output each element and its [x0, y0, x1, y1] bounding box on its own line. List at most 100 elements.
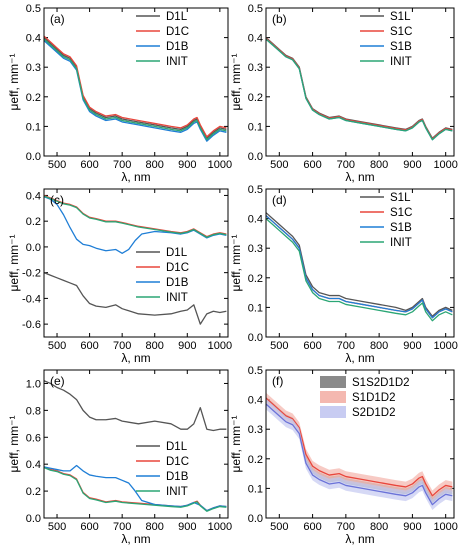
legend-label: INIT — [166, 486, 188, 498]
panel-label: (e) — [50, 374, 65, 388]
x-axis-label: λ, nm — [345, 532, 374, 546]
y-tick-label: 0.3 — [26, 62, 41, 74]
x-tick-label: 500 — [48, 521, 66, 533]
series-line-D1L — [44, 37, 227, 139]
x-tick-label: 1000 — [208, 159, 232, 171]
y-tick-label: 0.4 — [26, 459, 41, 471]
y-tick-label: 0.0 — [248, 332, 263, 344]
y-tick-label: 0.1 — [248, 121, 263, 133]
series-line-D1C — [44, 35, 227, 138]
series-line-D1L — [44, 272, 227, 325]
y-axis-label: μeff, mm⁻¹ — [229, 53, 243, 110]
y-tick-label: 0.5 — [248, 3, 263, 15]
y-tick-label: 0.6 — [26, 432, 41, 444]
x-tick-label: 1000 — [433, 521, 457, 533]
y-tick-label: 0.2 — [26, 216, 41, 228]
x-tick-label: 900 — [178, 159, 196, 171]
x-axis-label: λ, nm — [121, 532, 150, 546]
legend-label: S1B — [390, 41, 412, 53]
y-tick-label: 0.0 — [26, 242, 41, 254]
y-tick-label: -0.4 — [22, 293, 41, 305]
legend-label: INIT — [390, 237, 412, 249]
series-line-S1D1D2 — [266, 397, 453, 497]
x-axis-label: λ, nm — [345, 351, 374, 365]
y-tick-label: 1.0 — [26, 378, 41, 390]
legend-label: S1D1D2 — [352, 392, 395, 404]
y-tick-label: 0.0 — [26, 151, 41, 163]
series-line-S2D1D2 — [266, 403, 453, 506]
chart-panel-2: 500 600 700 800 900 1000 -0.6 -0.4 -0.2 0.0 0.2 0.4… — [7, 188, 232, 365]
x-tick-label: 500 — [270, 340, 288, 352]
x-axis-label: λ, nm — [121, 170, 150, 184]
x-tick-label: 800 — [146, 521, 164, 533]
x-axis-label: λ, nm — [121, 351, 150, 365]
y-tick-label: -0.6 — [22, 319, 41, 331]
x-tick-label: 700 — [113, 521, 131, 533]
legend-label: D1L — [166, 441, 188, 453]
y-tick-label: 0.2 — [26, 486, 41, 498]
plot-area — [44, 194, 227, 325]
x-tick-label: 600 — [80, 340, 98, 352]
x-tick-label: 900 — [178, 521, 196, 533]
y-tick-label: 0.3 — [248, 424, 263, 436]
x-tick-label: 500 — [270, 159, 288, 171]
y-tick-label: 0.0 — [26, 513, 41, 525]
plot-frame — [265, 188, 455, 338]
y-tick-label: 0.4 — [26, 33, 41, 45]
series-line-INIT — [266, 218, 453, 322]
y-tick-label: 0.5 — [248, 184, 263, 196]
panel-label: (a) — [50, 12, 65, 26]
x-tick-label: 700 — [337, 159, 355, 171]
y-axis-label: μeff, mm⁻¹ — [7, 53, 21, 110]
series-line-INIT — [44, 466, 227, 512]
y-tick-label: 0.2 — [248, 454, 263, 466]
y-tick-label: 0.4 — [248, 33, 263, 45]
y-tick-label: 0.8 — [26, 405, 41, 417]
legend-label: D1B — [166, 41, 189, 53]
chart-panel-0: 500 600 700 800 900 1000 0.0 0.1 0.2 0.3 0.4 0.5 (a)… — [7, 3, 232, 184]
chart-panel-1: 500 600 700 800 900 1000 0.0 0.1 0.2 0.3 0.4 0.5 (b)… — [229, 3, 458, 184]
legend-label: D1C — [166, 456, 189, 468]
panel-label: (c) — [50, 193, 64, 207]
plot-frame — [265, 369, 455, 519]
y-tick-label: 0.5 — [248, 365, 263, 377]
y-tick-label: 0.0 — [248, 151, 263, 163]
legend-label: D1B — [166, 277, 189, 289]
plot-area — [266, 37, 453, 141]
x-tick-label: 800 — [370, 340, 388, 352]
x-tick-label: 1000 — [208, 521, 232, 533]
legend-label: INIT — [166, 56, 188, 68]
panel-label: (d) — [272, 193, 287, 207]
legend-label: S1L — [390, 11, 411, 23]
x-tick-label: 900 — [403, 521, 421, 533]
x-tick-label: 1000 — [433, 159, 457, 171]
plot-frame — [43, 188, 229, 338]
series-line-INIT — [44, 195, 227, 238]
x-tick-label: 700 — [113, 159, 131, 171]
y-tick-label: 0.2 — [248, 273, 263, 285]
legend-label: S2D1D2 — [352, 407, 395, 419]
legend-label: S1C — [390, 26, 412, 38]
legend-label: D1C — [166, 26, 189, 38]
y-tick-label: -0.2 — [22, 268, 41, 280]
plot-area — [44, 380, 227, 512]
x-tick-label: 900 — [178, 340, 196, 352]
plot-area — [44, 35, 227, 142]
plot-area — [266, 212, 453, 322]
series-line-D1B — [44, 40, 227, 142]
legend-label: D1B — [166, 471, 189, 483]
x-tick-label: 600 — [303, 340, 321, 352]
x-tick-label: 800 — [370, 521, 388, 533]
panel-label: (b) — [272, 12, 287, 26]
series-line-D1L — [44, 380, 227, 432]
legend-label: D1L — [166, 247, 188, 259]
legend-swatch — [320, 391, 346, 403]
legend-label: D1L — [166, 11, 188, 23]
x-tick-label: 900 — [403, 340, 421, 352]
plot-frame — [43, 7, 229, 157]
x-tick-label: 700 — [337, 521, 355, 533]
x-tick-label: 600 — [303, 159, 321, 171]
plot-area — [266, 392, 453, 511]
y-tick-label: 0.1 — [248, 302, 263, 314]
